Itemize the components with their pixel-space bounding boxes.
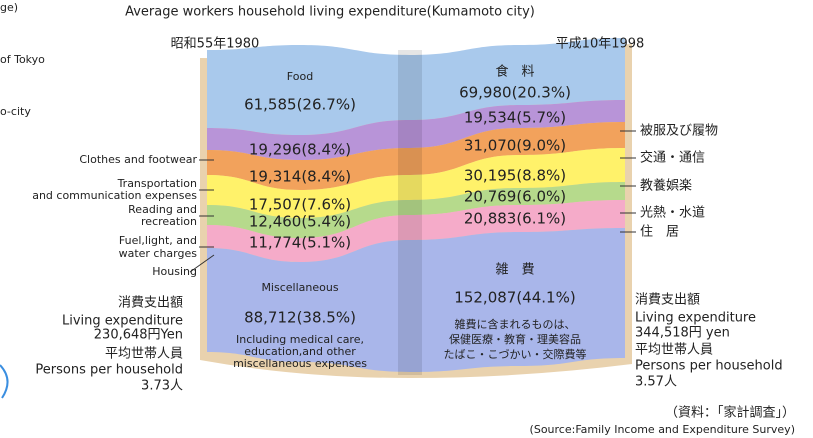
category-label: water charges xyxy=(119,247,198,260)
page-text: 152,087(44.1%) xyxy=(454,289,575,307)
summary: Living expenditure xyxy=(635,311,756,326)
summary: 平均世帯人員 xyxy=(635,343,713,358)
category-label: and communication expenses xyxy=(32,189,197,202)
band xyxy=(207,100,625,160)
page-text: 雑費に含まれるものは、 xyxy=(455,317,576,331)
partial-text: o-city xyxy=(0,105,31,118)
title: Average workers household living expendi… xyxy=(125,5,535,20)
texts: ge) of Tokyo o-city Average workers hous… xyxy=(0,1,795,436)
page-text: 30,195(8.8%) xyxy=(464,167,566,185)
band xyxy=(207,200,625,262)
summary: 344,518円 yen xyxy=(635,326,730,341)
page-text: 88,712(38.5%) xyxy=(244,309,356,327)
summary: 3.73人 xyxy=(141,379,183,394)
page-text: たばこ・こづかい・交際費等 xyxy=(444,347,587,361)
page-text: 11,774(5.1%) xyxy=(249,234,351,252)
book xyxy=(0,38,636,399)
page-text: 17,507(7.6%) xyxy=(249,196,351,214)
band xyxy=(207,38,625,135)
spine-shade xyxy=(398,50,422,375)
band xyxy=(207,122,625,190)
leader xyxy=(189,254,215,273)
page-text: 31,070(9.0%) xyxy=(464,137,566,155)
category-label: Clothes and footwear xyxy=(79,153,197,166)
page-text: 食 料 xyxy=(495,64,534,80)
category-label: Fuel,light, and xyxy=(119,234,197,247)
page-text: Miscellaneous xyxy=(261,281,338,294)
summary: 230,648円Yen xyxy=(94,328,183,343)
category-label: 被服及び履物 xyxy=(640,124,718,139)
source: (Source:Family Income and Expenditure Su… xyxy=(530,423,795,436)
page-text: 19,534(5.7%) xyxy=(464,109,566,127)
page-text: 19,296(8.4%) xyxy=(249,141,351,159)
category-label: recreation xyxy=(141,215,197,228)
category-label: 交通・通信 xyxy=(640,150,705,166)
page-text: Food xyxy=(287,70,313,83)
source: （資料：「家計調査」） xyxy=(665,405,795,421)
band xyxy=(207,148,625,218)
year-right: 平成10年1998 xyxy=(556,37,645,52)
category-label: Transportation xyxy=(117,177,197,190)
summary: 消費支出額 xyxy=(635,293,700,308)
summary: Living expenditure xyxy=(62,314,183,329)
page-text: Including medical care, xyxy=(236,333,364,346)
category-label: 住 居 xyxy=(640,225,679,240)
page-text: 雑 費 xyxy=(495,262,534,278)
page-text: education,and other xyxy=(244,345,356,358)
category-label: 光熱・水道 xyxy=(640,206,705,221)
category-label: Reading and xyxy=(128,203,197,216)
page-text: miscellaneous expenses xyxy=(233,357,367,370)
page-text: 69,980(20.3%) xyxy=(459,84,571,102)
category-label: Housing xyxy=(152,265,197,278)
category-label: 教養娯楽 xyxy=(640,178,692,194)
page-text: 19,314(8.4%) xyxy=(249,168,351,186)
summary: 平均世帯人員 xyxy=(105,347,183,362)
partial-text: of Tokyo xyxy=(0,53,45,66)
summary: 3.57人 xyxy=(635,375,677,390)
partial-text: ge) xyxy=(0,1,18,14)
page-text: 20,883(6.1%) xyxy=(464,210,566,228)
summary: Persons per household xyxy=(35,363,183,378)
year-left: 昭和55年1980 xyxy=(171,37,260,52)
blue-arc xyxy=(0,364,9,399)
summary: Persons per household xyxy=(635,359,783,374)
band xyxy=(207,182,625,238)
band xyxy=(207,228,625,372)
page-text: 20,769(6.0%) xyxy=(464,188,566,206)
summary: 消費支出額 xyxy=(118,296,183,311)
page-text: 12,460(5.4%) xyxy=(249,213,351,231)
page-text: 61,585(26.7%) xyxy=(244,96,356,114)
page-text: 保健医療・教育・理美容品 xyxy=(449,332,581,346)
